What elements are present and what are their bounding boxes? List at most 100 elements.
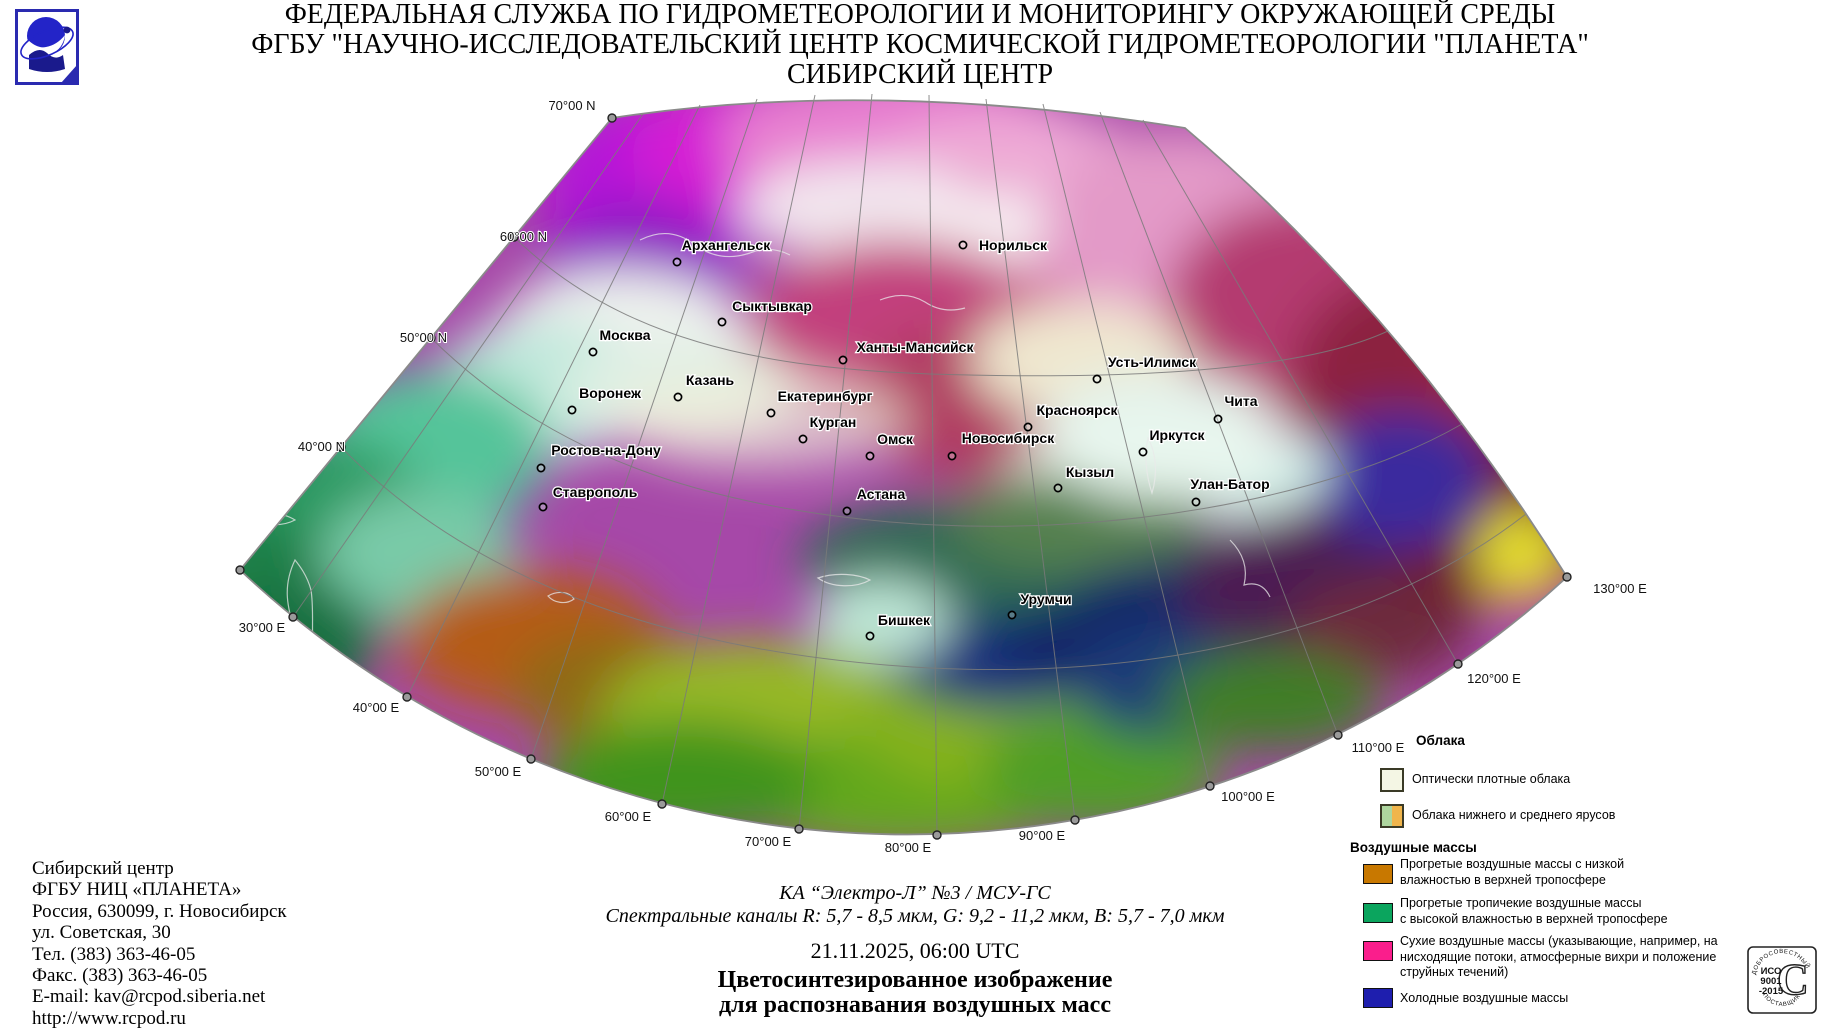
grid-tick-dot — [657, 799, 667, 809]
longitude-label: 100°00 E — [1221, 789, 1275, 804]
product-title-line2: для распознавания воздушных масс — [719, 992, 1111, 1018]
city-marker — [536, 463, 546, 473]
legend-swatch-dry — [1363, 941, 1393, 961]
legend-label-warm-dry-l2: влажностью в верхней тропосфере — [1400, 872, 1606, 887]
contact-line: Россия, 630099, г. Новосибирск — [32, 900, 287, 922]
latitude-label: 50°00 N — [400, 330, 447, 345]
city-label: Екатеринбург — [778, 388, 873, 404]
city-markers: Архангельск Норильск Сыктывкар Москва Ханты-… — [536, 236, 1271, 641]
city-marker — [766, 408, 776, 418]
grid-tick-dot — [1333, 730, 1343, 740]
city-marker — [865, 451, 875, 461]
grid-ticks — [235, 113, 1572, 840]
legend-label-warm-tropical-l1: Прогретые тропичекие воздушные массы — [1400, 896, 1642, 910]
city-marker — [838, 355, 848, 365]
grid-tick-dot — [932, 830, 942, 840]
org-title-line1: ФЕДЕРАЛЬНАЯ СЛУЖБА ПО ГИДРОМЕТЕОРОЛОГИИ … — [284, 0, 1556, 30]
grid-tick-dot — [794, 824, 804, 834]
city-marker — [673, 392, 683, 402]
legend-label-warm-dry: Прогретые воздушные массы с низкой влажн… — [1400, 857, 1624, 888]
satellite-name: КА “Электро-Л” №3 / МСУ-ГС — [779, 882, 1051, 904]
graticule — [238, 93, 1569, 836]
city-marker — [958, 240, 968, 250]
city-label: Ставрополь — [553, 484, 638, 500]
legend-air-title: Воздушные массы — [1350, 840, 1477, 855]
city-label: Казань — [686, 372, 735, 388]
city-marker — [1007, 610, 1017, 620]
longitude-label: 60°00 E — [605, 809, 652, 824]
longitude-label: 120°00 E — [1467, 671, 1521, 686]
city-marker — [672, 257, 682, 267]
city-label: Усть-Илимск — [1108, 354, 1197, 370]
grid-tick-dot — [1070, 815, 1080, 825]
legend-swatch-warm-dry — [1363, 864, 1393, 884]
city-marker — [588, 347, 598, 357]
city-label: Воронеж — [579, 385, 642, 401]
stamp-9001-text: 9001 — [1760, 976, 1782, 987]
city-marker — [1191, 497, 1201, 507]
legend-swatch-dense-clouds — [1380, 768, 1404, 792]
contact-line: ул. Советская, 30 — [32, 922, 171, 944]
grid-tick-dot — [526, 754, 536, 764]
legend-swatch-low-mid-clouds — [1380, 804, 1404, 828]
city-label: Бишкек — [878, 612, 931, 628]
longitude-label: 90°00 E — [1019, 828, 1066, 843]
legend-swatch-warm-tropical — [1363, 903, 1393, 923]
product-title-line1: Цветосинтезированное изображение — [717, 967, 1113, 993]
city-label: Омск — [877, 431, 914, 447]
city-marker — [1023, 422, 1033, 432]
stamp-letter-c: С — [1777, 955, 1809, 1004]
contact-line: Сибирский центр — [32, 858, 174, 879]
city-label: Урумчи — [1020, 591, 1071, 607]
latitude-label: 60°00 N — [500, 229, 547, 244]
legend-label-dense-clouds: Оптически плотные облака — [1412, 772, 1571, 786]
city-label: Курган — [810, 414, 857, 430]
city-marker — [947, 451, 957, 461]
header: ФЕДЕРАЛЬНАЯ СЛУЖБА ПО ГИДРОМЕТЕОРОЛОГИИ … — [0, 0, 1840, 90]
city-marker — [865, 631, 875, 641]
city-marker — [567, 405, 577, 415]
grid-tick-dot — [1562, 572, 1572, 582]
legend-label-dry: Сухие воздушные массы (указывающие, напр… — [1400, 934, 1718, 981]
grid-labels: 30°00 E 40°00 E 50°00 E 60°00 E 70°00 E 80°00… — [238, 97, 1648, 856]
stamp-iso-text: ИСО — [1761, 966, 1782, 977]
product-datetime: 21.11.2025, 06:00 UTC — [810, 938, 1020, 963]
grid-tick-dot — [402, 692, 412, 702]
city-label: Красноярск — [1036, 402, 1118, 418]
latitude-label: 40°00 N — [298, 439, 345, 454]
longitude-label: 130°00 E — [1593, 581, 1647, 596]
grid-tick-dot — [607, 113, 617, 123]
city-label: Сыктывкар — [732, 298, 812, 314]
longitude-label: 80°00 E — [885, 840, 932, 855]
legend-label-dry-l1: Сухие воздушные массы (указывающие, напр… — [1400, 934, 1718, 948]
city-label: Кызыл — [1066, 464, 1114, 480]
legend-label-cold-l1: Холодные воздушные массы — [1400, 991, 1569, 1005]
legend-label-dry-l2: нисходящие потоки, атмосферные вихри и п… — [1400, 949, 1717, 964]
latitude-label: 70°00 N — [548, 98, 595, 113]
city-label: Иркутск — [1149, 427, 1205, 443]
longitude-label: 110°00 E — [1352, 740, 1405, 755]
longitude-label: 30°00 E — [239, 620, 286, 635]
legend-label-low-mid-clouds: Облака нижнего и среднего ярусов — [1412, 808, 1616, 822]
legend-label-warm-tropical: Прогретые тропичекие воздушные массы с в… — [1400, 896, 1668, 927]
longitude-label: 70°00 E — [745, 834, 792, 849]
map-boundary — [238, 99, 1569, 836]
contact-line: Тел. (383) 363-46-05 — [32, 943, 196, 965]
city-label: Архангельск — [682, 237, 771, 253]
legend-clouds-title: Облака — [1416, 733, 1465, 748]
grid-tick-dot — [235, 565, 245, 575]
city-marker — [1053, 483, 1063, 493]
city-label: Астана — [857, 486, 906, 502]
city-marker — [538, 502, 548, 512]
city-marker — [717, 317, 727, 327]
contact-block: Сибирский центр ФГБУ НИЦ «ПЛАНЕТА» Росси… — [32, 858, 287, 1029]
org-title-line3: СИБИРСКИЙ ЦЕНТР — [786, 59, 1054, 90]
legend-label-warm-tropical-l2: с высокой влажностью в верхней тропосфер… — [1400, 911, 1668, 926]
city-label: Улан-Батор — [1190, 476, 1269, 492]
grid-tick-dot — [1453, 659, 1463, 669]
city-label: Ростов-на-Дону — [551, 442, 661, 458]
city-label: Норильск — [979, 237, 1048, 253]
contact-url: http://www.rcpod.ru — [32, 1007, 186, 1029]
org-title-line2: ФГБУ "НАУЧНО-ИССЛЕДОВАТЕЛЬСКИЙ ЦЕНТР КОС… — [251, 29, 1589, 60]
